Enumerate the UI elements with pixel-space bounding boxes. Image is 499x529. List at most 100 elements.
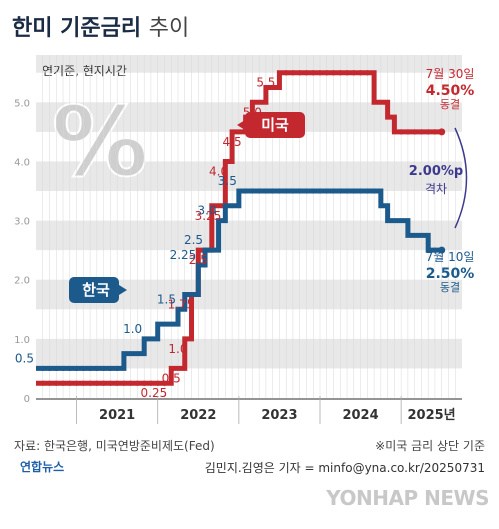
plateau-dot [155, 380, 161, 386]
us-final-annotation: 7월 30일 4.50% 동결 [426, 67, 475, 111]
plateau-dot [40, 380, 46, 386]
plateau-dot [310, 188, 316, 194]
korea-value-label: 2.5 [184, 233, 203, 247]
korea-value-label: 2.25 [170, 248, 197, 262]
korea-end-dot [438, 246, 446, 254]
plateau-dot [398, 129, 404, 135]
us-value-label: 1.0 [168, 342, 187, 356]
us-value-label: 0.25 [141, 386, 168, 400]
y-tick-label: 0 [24, 394, 30, 405]
gap-label: 격차 [425, 182, 447, 196]
background-bands [36, 55, 462, 369]
plateau-dot [53, 365, 59, 372]
yonhap-logo: 연합뉴스 [20, 460, 65, 474]
plateau-dot [114, 380, 120, 386]
plateau-dot [94, 380, 100, 386]
plateau-dot [101, 365, 107, 372]
source-note: 자료: 한국은행, 미국연방준비제도(Fed) [14, 439, 215, 453]
watermark: YONHAP NEWS [326, 486, 489, 510]
plateau-dot [337, 188, 343, 194]
plateau-dot [141, 380, 147, 386]
plateau-dot [263, 188, 269, 194]
plateau-dot [60, 380, 66, 386]
plateau-dot [357, 188, 364, 194]
x-tick-label: 2021 [99, 408, 135, 423]
plateau-dot [46, 365, 53, 372]
plateau-dot [330, 70, 337, 76]
plateau-dot [40, 365, 46, 372]
background-band [36, 338, 462, 369]
plateau-dot [337, 70, 343, 76]
plateau-dot [128, 380, 134, 386]
korea-final-status: 동결 [440, 281, 460, 294]
y-tick-label: 1.0 [14, 335, 30, 346]
x-tick-label: 2023 [261, 408, 297, 423]
korea-final-annotation: 7월 10일 2.50% 동결 [426, 250, 475, 294]
us-final-status: 동결 [440, 98, 460, 111]
plateau-dot [324, 188, 330, 194]
plateau-dot [330, 188, 337, 194]
credit-line: 김민지.김영은 기자 = minfo@yna.co.kr/20250731 [204, 461, 485, 475]
plateau-dot [364, 188, 370, 194]
plateau-dot [67, 365, 73, 372]
background-band [36, 55, 462, 73]
x-axis: 2021 2022 2023 2024 2025년 [36, 396, 462, 424]
gap-value: 2.00%p [409, 164, 463, 179]
chart-title: 한미 기준금리 추이 [12, 10, 189, 42]
plateau-dot [303, 70, 310, 76]
percent-symbol: % [52, 86, 148, 198]
plateau-dot [412, 129, 418, 135]
plateau-dot [94, 365, 100, 372]
plateau-dot [317, 188, 323, 194]
us-end-dot [438, 128, 446, 136]
plateau-dot [249, 188, 255, 194]
plateau-dot [87, 365, 93, 372]
plateau-dot [270, 188, 276, 194]
plateau-dot [107, 365, 113, 372]
korea-legend-tag: 한국 [69, 277, 127, 303]
x-tick-label: 2022 [180, 408, 216, 423]
plateau-dot [425, 129, 431, 135]
us-value-label: 0.5 [162, 371, 181, 385]
y-tick-label: 2.0 [14, 276, 30, 287]
series-layer [36, 70, 446, 386]
plateau-dot [73, 365, 80, 372]
gap-annotation: 2.00%p 격차 [409, 127, 468, 229]
plateau-dot [405, 129, 411, 135]
plateau-dot [87, 380, 93, 386]
plateau-dot [344, 70, 350, 76]
plateau-dot [67, 380, 73, 386]
plateau-dot [256, 188, 262, 194]
plateau-dot [297, 188, 303, 194]
plateau-dot [357, 70, 364, 76]
plateau-dot [344, 188, 350, 194]
rate-chart: 01.02.03.04.05.0 % 연기준, 현지시간 0.250.51.01… [14, 55, 475, 424]
plateau-dot [297, 70, 303, 76]
korea-final-value: 2.50% [426, 266, 475, 282]
plateau-dot [283, 188, 289, 194]
us-value-label: 3.25 [195, 209, 222, 223]
plateau-dot [283, 70, 289, 76]
plateau-dot [243, 188, 249, 194]
plateau-dot [276, 188, 283, 194]
plateau-dot [290, 188, 296, 194]
korea-rate-line [36, 188, 442, 371]
us-value-label: 4.5 [223, 135, 242, 149]
korea-value-label: 1.0 [123, 322, 142, 336]
us-label: 미국 [261, 116, 289, 134]
korea-label: 한국 [82, 281, 110, 299]
plateau-dot [121, 380, 127, 386]
plateau-dot [73, 380, 80, 386]
y-tick-label: 5.0 [14, 98, 30, 109]
plateau-dot [310, 70, 316, 76]
plateau-dot [107, 380, 113, 386]
us-value-label: 5.5 [256, 76, 275, 90]
plateau-dot [80, 380, 86, 386]
korea-value-label: 3.5 [218, 174, 237, 188]
x-tick-label: 2024 [342, 408, 378, 423]
y-tick-label: 4.0 [14, 157, 30, 168]
plateau-dot [46, 380, 53, 386]
plateau-dot [371, 188, 377, 194]
plateau-dot [101, 380, 107, 386]
plateau-dot [364, 70, 370, 76]
